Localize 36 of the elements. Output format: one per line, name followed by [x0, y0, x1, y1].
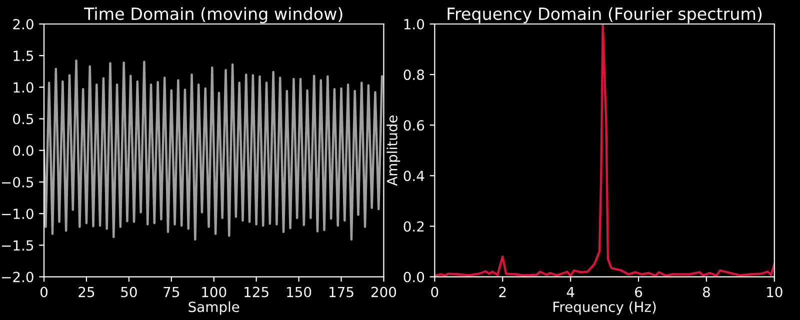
y-tick-label: 2.0: [13, 18, 34, 30]
x-tick-label: 4: [566, 286, 574, 298]
y-tick-label: −1.0: [2, 208, 34, 220]
x-tick-label: 6: [635, 286, 642, 298]
x-tick-label: 75: [164, 286, 180, 298]
x-tick-label: 0: [40, 286, 48, 298]
x-tick-label: 8: [702, 286, 710, 298]
y-tick-label: −2.0: [2, 272, 34, 282]
y-tick-label: −1.5: [2, 240, 34, 251]
y-tick-label: 0.5: [13, 114, 34, 124]
x-tick-label: 175: [330, 286, 354, 298]
y-tick-label: 0.4: [404, 170, 424, 182]
x-tick-label: 150: [287, 286, 312, 298]
x-tick-label: 10: [767, 286, 782, 298]
y-tick-label: 0.0: [13, 145, 34, 156]
x-tick-label: 100: [202, 286, 226, 298]
x-axis-title: Sample: [188, 301, 240, 315]
y-tick-label: 0.2: [404, 221, 424, 232]
x-tick-label: 50: [121, 286, 137, 298]
x-tick-label: 125: [244, 286, 268, 298]
y-tick-label: 0.8: [404, 70, 424, 80]
y-axis-title: Amplitude: [386, 116, 400, 186]
x-tick-label: 2: [499, 286, 506, 298]
x-tick-label: 0: [431, 286, 438, 298]
y-tick-label: 1.5: [14, 50, 34, 62]
line-series: [44, 60, 384, 241]
chart-title: Frequency Domain (Fourier spectrum): [448, 7, 762, 24]
x-tick-label: 25: [78, 286, 94, 298]
x-axis-title: Frequency (Hz): [554, 301, 656, 315]
y-tick-label: 1.0: [14, 82, 34, 93]
y-tick-label: 0.0: [404, 272, 424, 282]
y-tick-label: 1.0: [404, 18, 424, 30]
x-tick-label: 200: [371, 286, 396, 298]
y-tick-label: 0.6: [404, 120, 424, 131]
y-tick-label: −0.5: [2, 176, 34, 188]
chart-title: Time Domain (moving window): [84, 7, 342, 24]
